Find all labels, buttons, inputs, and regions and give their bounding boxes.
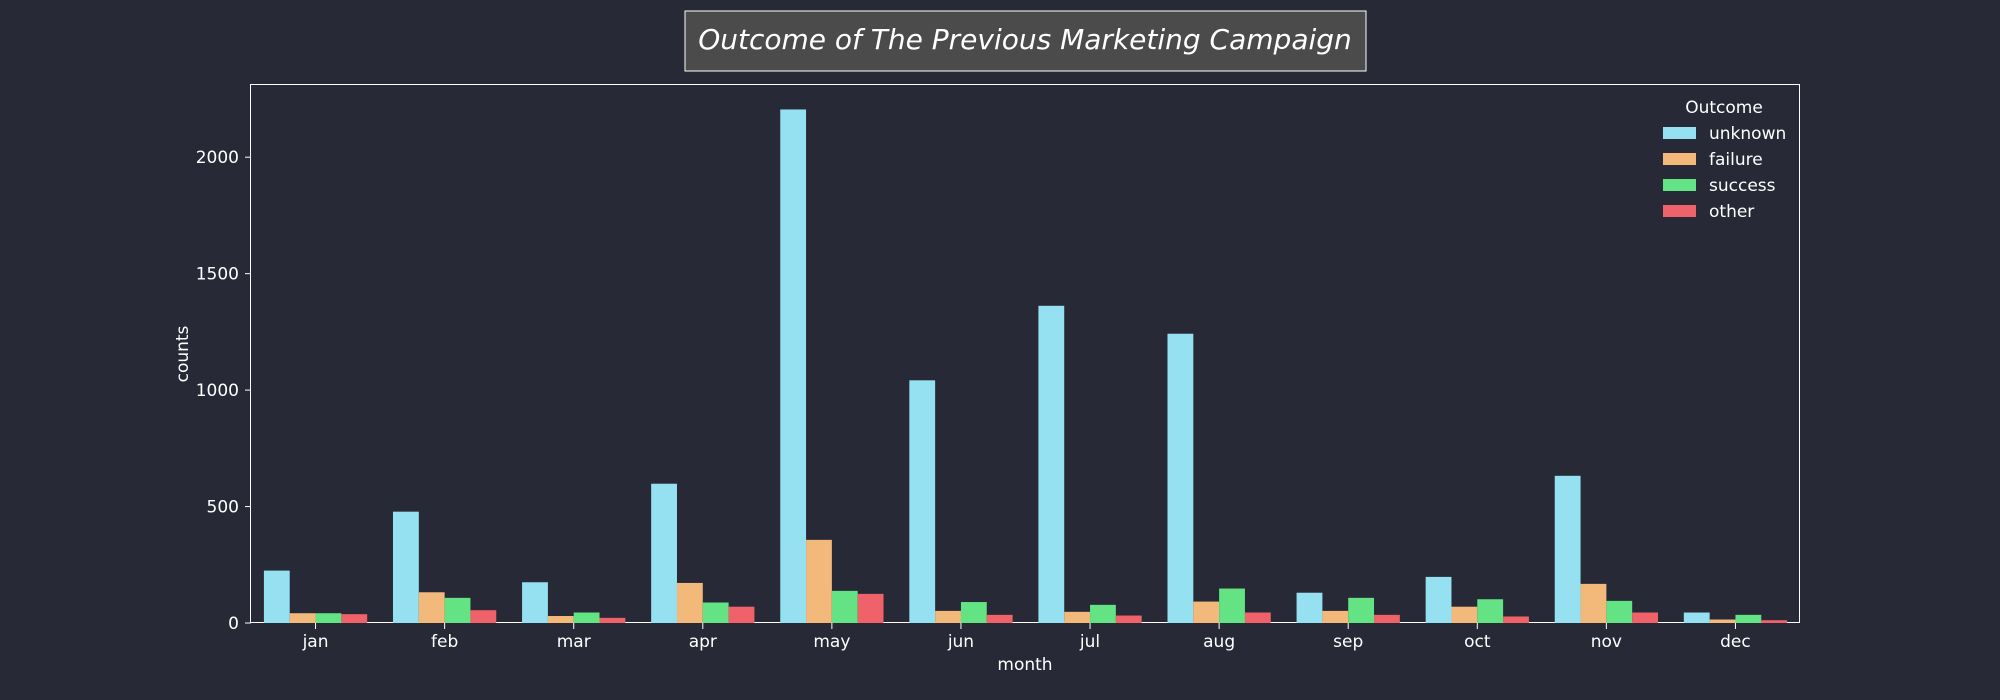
legend-label-unknown: unknown [1709,124,1786,144]
bar-other-may [857,593,884,623]
x-tick-label: nov [1591,632,1622,652]
x-tick-label: jun [947,632,974,652]
legend-label-success: success [1709,176,1776,196]
x-tick-label: sep [1333,632,1363,652]
bar-success-aug [1219,588,1245,623]
y-tick-label: 500 [207,498,239,518]
legend-swatch-success [1663,179,1696,191]
bar-unknown-feb [392,511,419,623]
bar-failure-apr [676,582,703,623]
x-axis-label: month [997,655,1052,675]
bar-success-apr [702,602,729,623]
bar-failure-dec [1709,619,1736,623]
bar-unknown-aug [1167,333,1194,623]
bar-success-dec [1735,614,1762,623]
bar-other-feb [470,610,497,623]
y-tick-label: 0 [228,614,239,634]
bar-unknown-apr [651,483,677,623]
bar-failure-oct [1451,606,1478,623]
x-tick-label: apr [689,632,717,652]
bar-unknown-jan [263,570,290,623]
bar-success-nov [1606,600,1633,623]
bar-success-mar [573,612,600,623]
bar-unknown-sep [1296,592,1323,623]
y-tick-label: 1000 [196,381,239,401]
bar-unknown-oct [1425,576,1452,623]
bar-failure-sep [1322,610,1349,623]
legend-label-other: other [1709,202,1754,222]
y-axis-label: counts [173,325,193,382]
x-tick-label: jul [1079,632,1100,652]
bar-failure-jan [289,613,316,623]
bar-success-feb [444,597,471,623]
bar-failure-may [806,539,832,623]
bar-unknown-may [780,109,807,624]
legend-label-failure: failure [1709,150,1763,170]
y-axis: 0 500 1000 1500 2000 [196,148,251,634]
bar-failure-jun [935,610,961,623]
legend-swatch-other [1663,205,1696,217]
plot-frame [250,84,1800,623]
legend-swatch-failure [1663,153,1696,165]
bar-success-oct [1477,599,1504,623]
bar-other-jan [341,614,368,623]
legend-swatch-unknown [1663,127,1696,139]
x-axis: jan feb mar apr may jun jul aug sep oct nov dec [302,623,1751,652]
bar-success-may [831,590,858,623]
bar-success-jun [960,602,987,623]
x-tick-label: jan [302,632,329,652]
legend-title: Outcome [1685,98,1763,118]
y-tick-label: 1500 [196,265,239,285]
bar-other-jun [986,614,1013,623]
bar-success-jul [1090,604,1116,623]
bar-other-jul [1115,615,1142,623]
bar-unknown-mar [522,582,548,623]
bar-other-mar [599,617,626,623]
bar-failure-feb [418,592,445,623]
bar-failure-nov [1580,583,1607,623]
x-tick-label: dec [1720,632,1751,652]
x-tick-label: oct [1464,632,1491,652]
bar-other-aug [1244,612,1271,623]
bars-group [263,109,1788,624]
bar-failure-jul [1064,611,1091,623]
bar-unknown-jul [1038,305,1065,623]
bar-unknown-jun [909,380,936,623]
x-tick-label: feb [431,632,458,652]
bar-other-oct [1503,616,1529,623]
y-tick-label: 2000 [196,148,239,168]
bar-success-sep [1348,597,1375,623]
title-box [684,10,1367,72]
x-tick-label: mar [557,632,591,652]
chart-title: Outcome of The Previous Marketing Campai… [698,23,1352,56]
x-tick-label: aug [1203,632,1235,652]
bar-failure-aug [1193,601,1220,623]
bar-other-sep [1374,614,1400,623]
bar-other-dec [1761,620,1788,623]
bar-unknown-nov [1554,475,1581,623]
bar-failure-mar [547,616,574,623]
bar-unknown-dec [1683,612,1710,623]
bar-other-nov [1632,612,1659,623]
legend: Outcome unknown failure success other [1663,98,1786,222]
bar-other-apr [728,606,755,623]
bar-success-jan [315,613,342,623]
x-tick-label: may [813,632,850,652]
